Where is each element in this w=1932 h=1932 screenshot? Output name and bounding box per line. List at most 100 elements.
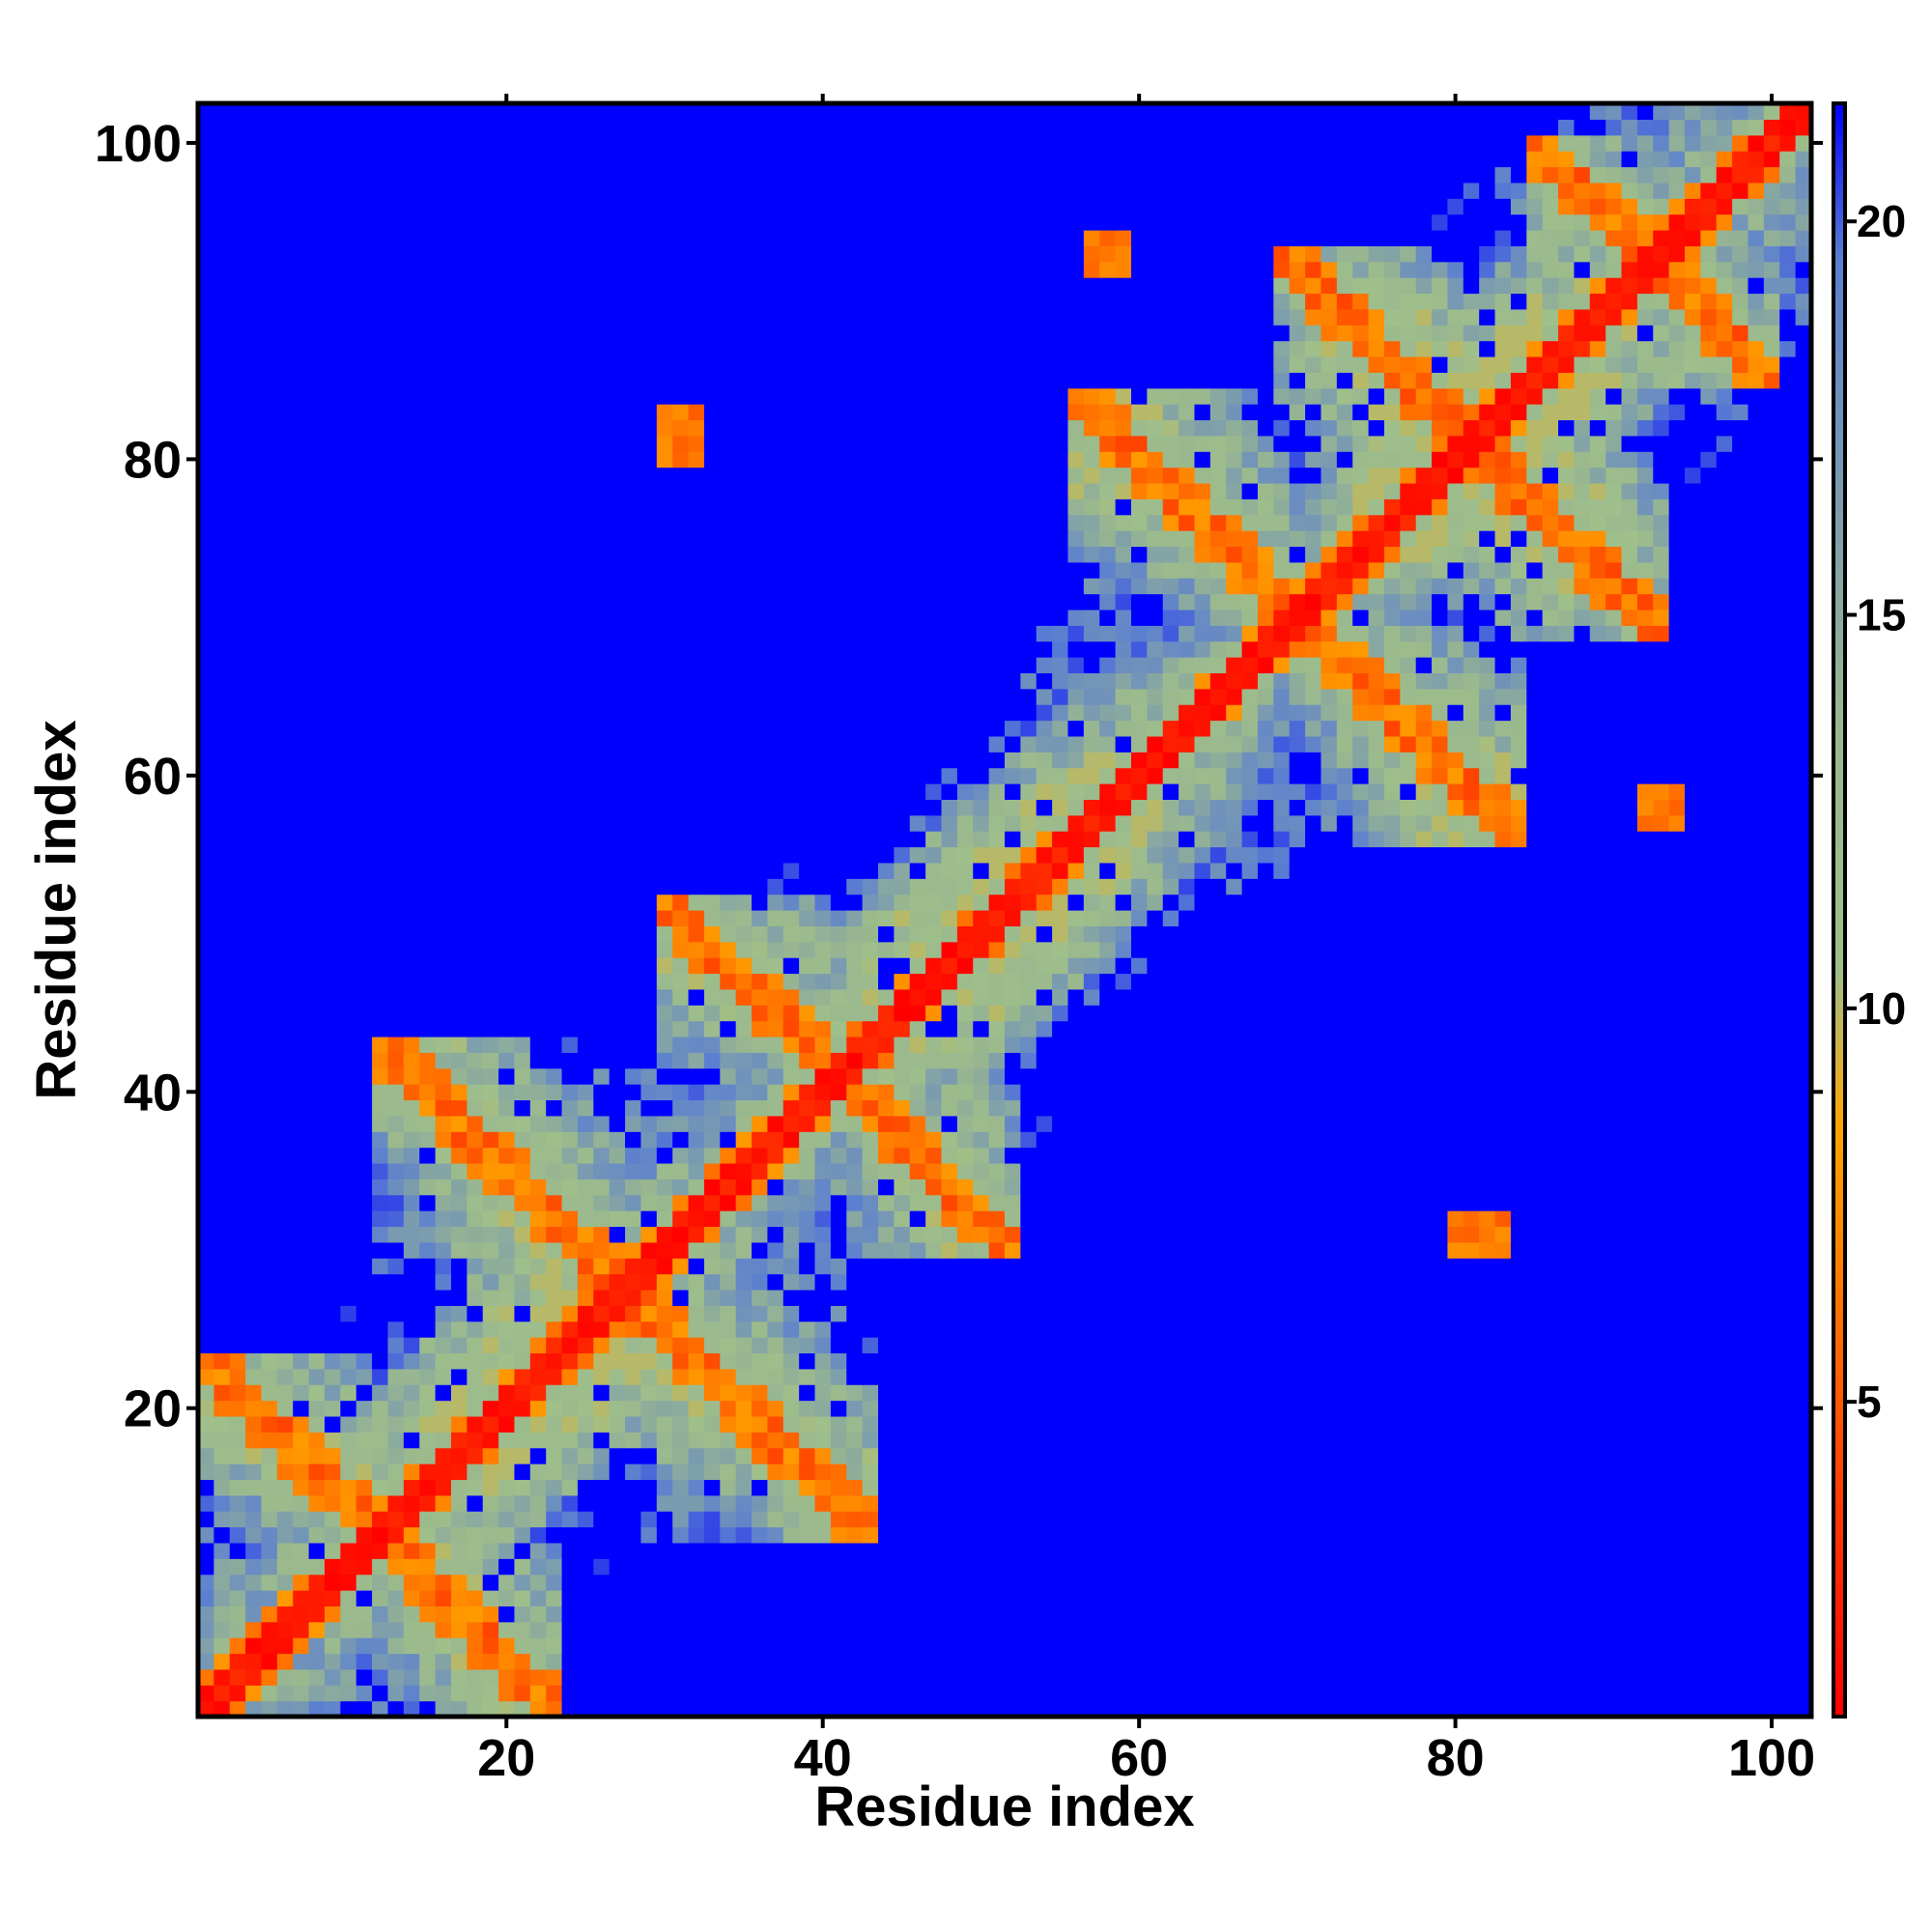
heatmap-cell — [1005, 1479, 1021, 1496]
heatmap-cell — [688, 1036, 705, 1053]
heatmap-cell — [450, 957, 468, 975]
heatmap-cell — [467, 1590, 484, 1606]
heatmap-cell — [1321, 1685, 1338, 1702]
heatmap-cell — [1147, 1147, 1164, 1164]
heatmap-cell — [799, 988, 816, 1006]
heatmap-cell — [529, 1084, 547, 1101]
heatmap-cell — [1179, 1258, 1196, 1275]
heatmap-cell — [640, 1653, 658, 1670]
heatmap-cell — [656, 1179, 673, 1196]
heatmap-cell — [973, 1700, 990, 1718]
heatmap-cell — [1558, 1653, 1576, 1670]
heatmap-cell — [688, 1384, 705, 1402]
heatmap-cell — [1732, 1447, 1749, 1464]
heatmap-cell — [403, 1511, 420, 1528]
heatmap-cell — [1447, 1605, 1464, 1623]
heatmap-cell — [1415, 1210, 1433, 1228]
heatmap-cell — [245, 1700, 263, 1718]
heatmap-cell — [1700, 1400, 1718, 1417]
heatmap-cell — [1479, 1020, 1496, 1037]
heatmap-cell — [894, 1020, 911, 1037]
heatmap-cell — [546, 1052, 563, 1069]
heatmap-cell — [276, 1273, 294, 1291]
heatmap-cell — [1621, 1084, 1638, 1101]
heatmap-cell — [1383, 1447, 1401, 1464]
heatmap-cell — [688, 1084, 705, 1101]
heatmap-cell — [1194, 1463, 1211, 1481]
heatmap-cell — [529, 1305, 547, 1322]
heatmap-cell — [577, 1131, 594, 1149]
heatmap-cell — [1067, 957, 1085, 975]
heatmap-cell — [514, 1321, 531, 1338]
heatmap-cell — [1257, 1115, 1274, 1132]
heatmap-cell — [1795, 1700, 1812, 1718]
heatmap-cell — [213, 1605, 231, 1623]
heatmap-cell — [1083, 1432, 1100, 1449]
heatmap-cell — [198, 1352, 214, 1370]
heatmap-cell — [1747, 1084, 1765, 1101]
heatmap-cell — [1779, 1605, 1797, 1623]
heatmap-cell — [1542, 1415, 1559, 1433]
heatmap-cell — [245, 1590, 263, 1606]
heatmap-cell — [1526, 1005, 1544, 1022]
heatmap-cell — [529, 1052, 547, 1069]
heatmap-cell — [1558, 1273, 1576, 1291]
heatmap-cell — [1779, 1115, 1797, 1132]
heatmap-cell — [1432, 1115, 1449, 1132]
heatmap-cell — [340, 1194, 357, 1211]
heatmap-cell — [688, 1337, 705, 1354]
heatmap-cell — [1162, 1590, 1179, 1606]
heatmap-cell — [640, 1685, 658, 1702]
heatmap-cell — [956, 1289, 974, 1306]
heatmap-cell — [1685, 1226, 1701, 1243]
heatmap-cell — [625, 957, 642, 975]
heatmap-cell — [1636, 988, 1654, 1006]
heatmap-cell — [799, 1558, 816, 1576]
heatmap-cell — [767, 1542, 784, 1559]
heatmap-cell — [656, 957, 673, 975]
heatmap-cell — [467, 941, 484, 958]
heatmap-cell — [862, 1700, 879, 1718]
heatmap-cell — [276, 1479, 294, 1496]
heatmap-cell — [1067, 1226, 1085, 1243]
heatmap-cell — [1732, 1621, 1749, 1638]
heatmap-cell — [308, 1305, 326, 1322]
heatmap-cell — [1257, 1700, 1274, 1718]
heatmap-cell — [1558, 988, 1576, 1006]
heatmap-cell — [1179, 1447, 1196, 1464]
heatmap-cell — [1779, 1162, 1797, 1179]
heatmap-cell — [767, 1479, 784, 1496]
heatmap-cell — [1226, 1226, 1243, 1243]
heatmap-cell — [1036, 1432, 1053, 1449]
heatmap-cell — [1241, 1415, 1259, 1433]
heatmap-cell — [782, 1511, 800, 1528]
heatmap-cell — [450, 1241, 468, 1259]
heatmap-cell — [814, 1558, 832, 1576]
heatmap-cell — [1067, 1463, 1085, 1481]
heatmap-cell — [1510, 1479, 1527, 1496]
heatmap-cell — [1700, 1668, 1718, 1686]
heatmap-cell — [419, 1605, 437, 1623]
heatmap-cell — [1685, 1384, 1701, 1402]
heatmap-cell — [1605, 941, 1623, 958]
heatmap-cell — [973, 957, 990, 975]
heatmap-cell — [1115, 1194, 1132, 1211]
heatmap-cell — [1115, 1494, 1132, 1512]
heatmap-cell — [308, 1067, 326, 1085]
heatmap-cell — [1289, 1052, 1306, 1069]
heatmap-cell — [988, 1036, 1006, 1053]
heatmap-cell — [198, 1668, 214, 1686]
heatmap-cell — [894, 1511, 911, 1528]
heatmap-cell — [1447, 1700, 1464, 1718]
heatmap-cell — [1526, 1685, 1544, 1702]
heatmap-cell — [1716, 1258, 1733, 1275]
heatmap-cell — [561, 1494, 579, 1512]
heatmap-cell — [1589, 1494, 1606, 1512]
heatmap-cell — [1383, 1653, 1401, 1670]
heatmap-cell — [862, 1020, 879, 1037]
heatmap-cell — [1052, 1258, 1069, 1275]
heatmap-cell — [878, 1289, 895, 1306]
heatmap-cell — [1257, 1668, 1274, 1686]
heatmap-cell — [1067, 1479, 1085, 1496]
heatmap-cell — [340, 1368, 357, 1385]
